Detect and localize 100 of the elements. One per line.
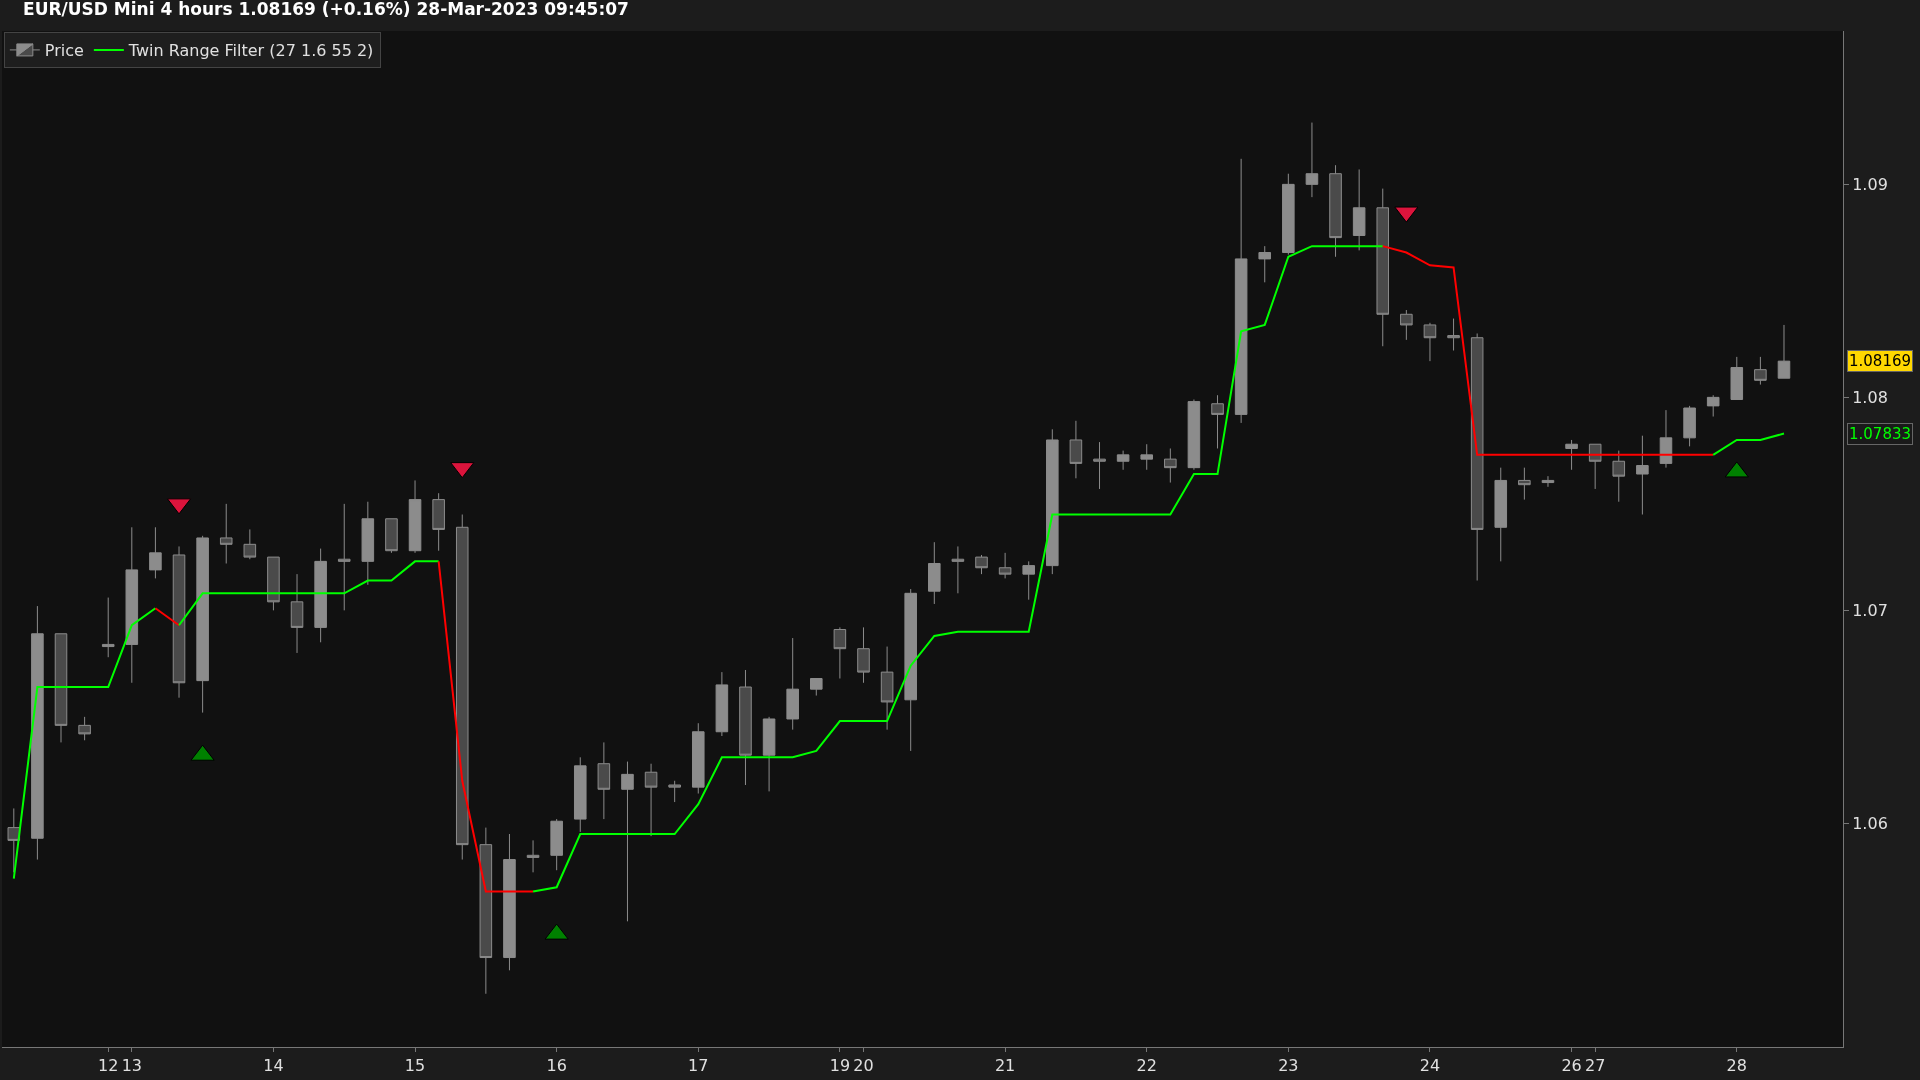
candlestick [1470,332,1484,582]
candlestick [54,633,68,743]
x-tick-label: 26 [1561,1056,1582,1076]
legend-label: Twin Range Filter (27 1.6 55 2) [127,41,374,61]
x-tick-label: 17 [688,1056,709,1076]
candlestick [243,528,257,560]
candlestick [219,503,233,564]
candlestick [1541,475,1555,488]
candlestick [1187,398,1201,471]
candlestick [739,669,752,786]
candlestick [78,716,91,741]
x-tick-label: 28 [1726,1056,1747,1076]
candlestick [1164,447,1177,484]
legend-label: Price [44,41,84,61]
candlestick [149,526,162,579]
x-tick-label: 13 [121,1056,142,1076]
y-tick-label: 1.07 [1852,600,1888,620]
y-tick-label: 1.08 [1852,387,1888,407]
candlestick [904,588,917,752]
candlestick [762,716,776,792]
candlestick [998,552,1012,579]
x-tick-label: 24 [1419,1056,1441,1076]
text: 1.07833 [1849,425,1912,443]
candlestick [290,573,304,654]
candlestick [1612,450,1626,503]
candlestick [975,554,988,575]
x-tick-label: 16 [546,1056,567,1076]
candlestick [951,545,965,594]
candlestick [1329,164,1342,258]
candlestick [196,535,209,714]
candlestick [1211,394,1224,449]
y-tick-label: 1.06 [1852,813,1888,833]
candlestick [715,671,729,737]
x-tick-label: 27 [1584,1056,1606,1076]
candlestick [1352,168,1366,251]
line-series [532,245,1384,893]
candlestick [1447,318,1460,351]
candlestick [526,839,540,873]
candlestick [691,722,705,795]
candlestick [432,492,445,552]
candlestick [337,503,351,611]
candlestick [1400,309,1413,341]
candlestick [1494,467,1508,562]
candlestick [1565,439,1578,471]
candlestick [1258,245,1272,283]
candlestick [597,741,611,820]
x-tick-label: 15 [404,1056,426,1076]
candlestick [1305,122,1319,198]
candlestick [1423,322,1437,362]
candlestick [1046,428,1059,575]
x-tick-label: 20 [853,1056,874,1076]
x-tick-label: 14 [263,1056,284,1076]
x-tick-label: 22 [1136,1056,1157,1076]
candlestick [1777,324,1791,379]
candlestick [408,479,422,554]
candlestick [573,756,587,833]
candlestick [385,518,398,554]
x-tick-label: 19 [829,1056,851,1076]
chart-title: EUR/USD Mini 4 hours 1.08169 (+0.16%) 28-Mar-2023 09:45:07 [23,0,629,20]
candlestick [101,597,115,658]
candlestick [1234,158,1248,424]
text: 1.08169 [1849,352,1912,370]
line-series [178,560,440,627]
line-series [1381,245,1715,456]
y-tick-label: 1.09 [1852,174,1888,194]
candlestick [455,514,469,861]
candlestick [644,763,658,837]
candlestick [1116,450,1130,471]
x-tick-label: 23 [1278,1056,1299,1076]
candlestick [503,833,516,971]
candlestick [1022,560,1035,601]
candlestick [1140,443,1154,471]
x-tick-label: 12 [98,1056,119,1076]
candlestick [1588,443,1602,490]
candlestick [668,780,681,803]
candlestick [1659,409,1673,469]
candlestick [1683,405,1696,447]
candlestick [810,678,823,697]
candlestick [7,807,21,873]
candlestick [786,637,799,731]
candlestick [550,818,563,871]
candlestick [1730,356,1744,400]
candlestick [1282,173,1295,256]
candlestick [857,626,870,684]
candlestick [172,545,186,699]
candlestick [621,761,634,922]
candlestick [1069,420,1083,479]
candlestick [31,605,44,861]
candlestick [361,501,375,586]
candlestick [1636,435,1649,516]
candlestick [833,626,847,680]
candlestick [1706,394,1720,418]
candlestick [314,548,327,643]
candlestick [125,526,139,684]
candlestick [1754,356,1767,386]
x-tick-label: 21 [994,1056,1016,1076]
candlestick [880,646,894,731]
candlestick [1093,441,1106,490]
candlestick [479,827,493,995]
candlestick [267,556,280,611]
